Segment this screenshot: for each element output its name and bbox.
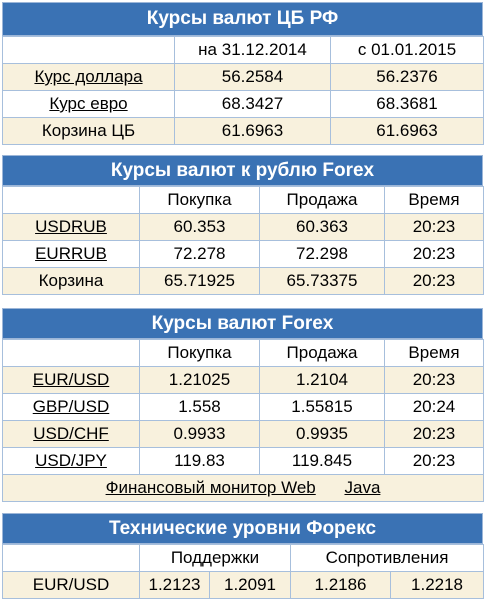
table-row: Корзина ЦБ 61.6963 61.6963 [2, 117, 484, 145]
usd-rate-link[interactable]: Курс доллара [34, 67, 143, 86]
time-value: 20:23 [384, 366, 484, 394]
row-label: Корзина [2, 267, 140, 295]
table-row: EURRUB 72.278 72.298 20:23 [2, 240, 484, 268]
time-value: 20:23 [384, 447, 484, 475]
time-value: 20:24 [384, 393, 484, 421]
resistance-value: 1.2186 [290, 571, 392, 599]
rate-value: 61.6963 [174, 117, 331, 145]
table-row: EUR/USD 1.2123 1.2091 1.2186 1.2218 [2, 571, 485, 599]
column-header: с 01.01.2015 [330, 36, 484, 64]
row-label: EUR/USD [2, 571, 140, 599]
sell-value: 1.55815 [259, 393, 385, 421]
buy-value: 1.21025 [139, 366, 260, 394]
time-value: 20:23 [384, 420, 484, 448]
buy-value: 72.278 [139, 240, 260, 268]
column-header: Покупка [139, 339, 260, 367]
sell-value: 1.2104 [259, 366, 385, 394]
eurrub-link[interactable]: EURRUB [35, 244, 107, 263]
buy-value: 0.9933 [139, 420, 260, 448]
tech-levels-title: Технические уровни Форекс [2, 513, 483, 544]
rate-value: 68.3681 [330, 90, 484, 118]
table-header-row: Поддержки Сопротивления [2, 544, 485, 572]
empty-cell [2, 544, 140, 572]
sell-value: 0.9935 [259, 420, 385, 448]
tech-levels-section: Технические уровни Форекс Поддержки Сопр… [2, 513, 485, 599]
table-row: USDRUB 60.353 60.363 20:23 [2, 213, 484, 241]
empty-cell [2, 186, 140, 214]
support-value: 1.2091 [208, 571, 292, 599]
column-header: Время [384, 339, 484, 367]
usdchf-link[interactable]: USD/CHF [33, 424, 109, 443]
rate-value: 56.2376 [330, 63, 484, 91]
column-header: на 31.12.2014 [174, 36, 331, 64]
buy-value: 119.83 [139, 447, 260, 475]
usdrub-link[interactable]: USDRUB [35, 217, 107, 236]
java-link[interactable]: Java [344, 478, 381, 497]
table-row: EUR/USD 1.21025 1.2104 20:23 [2, 366, 484, 394]
usdjpy-link[interactable]: USD/JPY [35, 451, 107, 470]
table-row: Курс евро 68.3427 68.3681 [2, 90, 484, 118]
forex-table: Покупка Продажа Время EUR/USD 1.21025 1.… [2, 339, 484, 502]
column-header: Покупка [139, 186, 260, 214]
sell-value: 65.73375 [259, 267, 385, 295]
buy-value: 65.71925 [139, 267, 260, 295]
table-row: Курс доллара 56.2584 56.2376 [2, 63, 484, 91]
cb-rates-title: Курсы валют ЦБ РФ [2, 2, 483, 36]
table-row: USD/CHF 0.9933 0.9935 20:23 [2, 420, 484, 448]
column-header: Продажа [259, 186, 385, 214]
column-header: Продажа [259, 339, 385, 367]
support-header: Поддержки [138, 544, 292, 572]
column-header: Время [384, 186, 484, 214]
cb-rates-section: Курсы валют ЦБ РФ на 31.12.2014 с 01.01.… [2, 2, 484, 145]
resistance-header: Сопротивления [290, 544, 485, 572]
time-value: 20:23 [384, 213, 484, 241]
resistance-value: 1.2218 [390, 571, 485, 599]
time-value: 20:23 [384, 267, 484, 295]
sell-value: 60.363 [259, 213, 385, 241]
financial-monitor-web-link[interactable]: Финансовый монитор Web [105, 478, 316, 497]
rate-value: 56.2584 [174, 63, 331, 91]
footer-row: Финансовый монитор Web Java [2, 474, 484, 502]
forex-section: Курсы валют Forex Покупка Продажа Время … [2, 308, 484, 502]
time-value: 20:23 [384, 240, 484, 268]
eurusd-link[interactable]: EUR/USD [32, 370, 110, 389]
footer-links: Финансовый монитор Web Java [2, 474, 484, 502]
sell-value: 72.298 [259, 240, 385, 268]
forex-rub-section: Курсы валют к рублю Forex Покупка Продаж… [2, 155, 484, 295]
eur-rate-link[interactable]: Курс евро [49, 94, 128, 113]
buy-value: 1.558 [139, 393, 260, 421]
rate-value: 61.6963 [330, 117, 484, 145]
forex-title: Курсы валют Forex [2, 308, 483, 339]
table-row: USD/JPY 119.83 119.845 20:23 [2, 447, 484, 475]
forex-rub-title: Курсы валют к рублю Forex [2, 155, 483, 186]
gbpusd-link[interactable]: GBP/USD [32, 397, 110, 416]
row-label: Корзина ЦБ [2, 117, 175, 145]
support-value: 1.2123 [139, 571, 210, 599]
tech-levels-table: Поддержки Сопротивления EUR/USD 1.2123 1… [2, 544, 485, 599]
table-header-row: на 31.12.2014 с 01.01.2015 [2, 36, 484, 64]
cb-rates-table: на 31.12.2014 с 01.01.2015 Курс доллара … [2, 36, 484, 145]
sell-value: 119.845 [259, 447, 385, 475]
empty-cell [2, 36, 175, 64]
table-row: GBP/USD 1.558 1.55815 20:24 [2, 393, 484, 421]
table-row: Корзина 65.71925 65.73375 20:23 [2, 267, 484, 295]
empty-cell [2, 339, 140, 367]
rate-value: 68.3427 [174, 90, 331, 118]
table-header-row: Покупка Продажа Время [2, 186, 484, 214]
buy-value: 60.353 [139, 213, 260, 241]
forex-rub-table: Покупка Продажа Время USDRUB 60.353 60.3… [2, 186, 484, 295]
table-header-row: Покупка Продажа Время [2, 339, 484, 367]
